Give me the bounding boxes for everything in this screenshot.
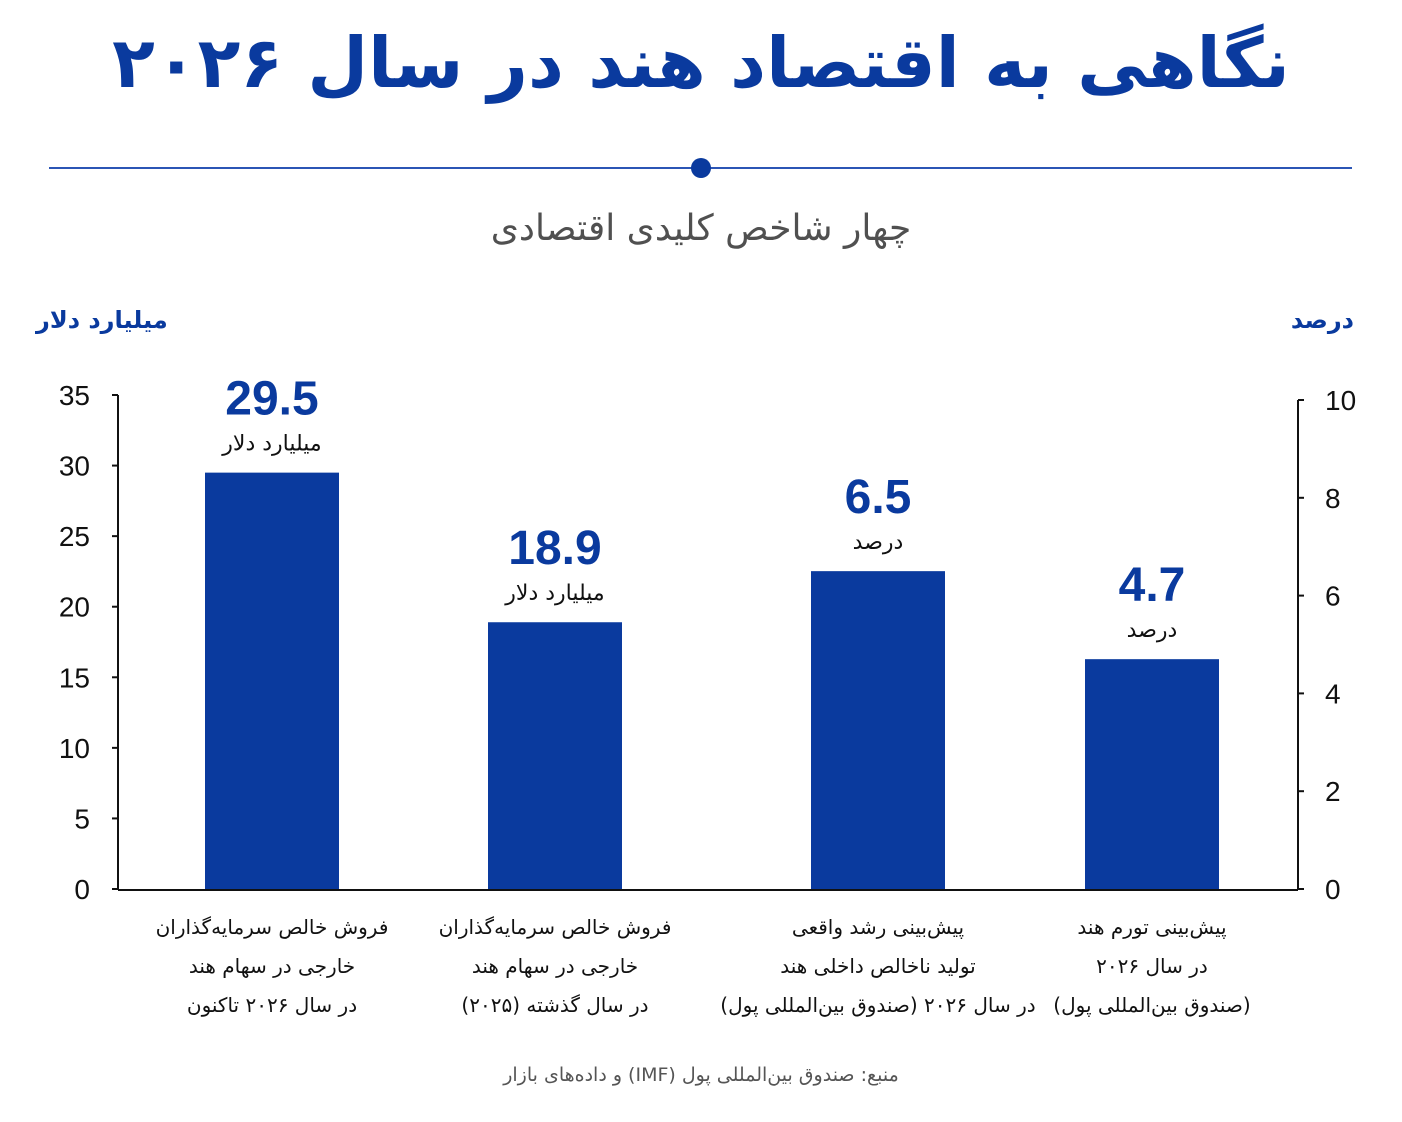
category-label: فروش خالص سرمایه‌گذاران bbox=[439, 915, 672, 939]
bar-value-label: 4.7 bbox=[1119, 559, 1186, 612]
bar-value-label: 18.9 bbox=[508, 522, 601, 575]
chart-title: نگاهی به اقتصاد هند در سال ۲۰۲۶ bbox=[112, 22, 1290, 104]
category-label: در سال ۲۰۲۶ تاکنون bbox=[187, 993, 357, 1017]
left-axis-unit: میلیارد دلار bbox=[36, 306, 168, 334]
category-label: خارجی در سهام هند bbox=[189, 954, 355, 978]
right-tick-label: 6 bbox=[1325, 581, 1341, 612]
left-tick-label: 15 bbox=[59, 662, 90, 693]
right-tick-label: 4 bbox=[1325, 678, 1341, 709]
divider-dot bbox=[691, 158, 711, 178]
bar-unit-label: میلیارد دلار bbox=[504, 581, 604, 606]
right-tick-label: 2 bbox=[1325, 776, 1341, 807]
left-tick-label: 35 bbox=[59, 380, 90, 411]
source-note: منبع: صندوق بین‌المللی پول (IMF) و داده‌… bbox=[503, 1064, 899, 1086]
left-tick-label: 25 bbox=[59, 521, 90, 552]
bar bbox=[205, 472, 339, 889]
category-label: پیش‌بینی رشد واقعی bbox=[792, 915, 964, 940]
category-label: (صندوق بین‌المللی پول) bbox=[1053, 993, 1250, 1018]
bar bbox=[1085, 659, 1219, 889]
category-label: خارجی در سهام هند bbox=[472, 954, 638, 978]
right-tick-label: 0 bbox=[1325, 874, 1341, 905]
chart-subtitle: چهار شاخص کلیدی اقتصادی bbox=[490, 208, 912, 249]
bar bbox=[811, 571, 945, 889]
right-tick-label: 10 bbox=[1325, 385, 1356, 416]
bar-unit-label: درصد bbox=[853, 530, 904, 555]
category-label: پیش‌بینی تورم هند bbox=[1077, 915, 1226, 940]
bar-value-label: 6.5 bbox=[845, 471, 912, 524]
left-tick-label: 20 bbox=[59, 592, 90, 623]
left-tick-label: 5 bbox=[74, 803, 90, 834]
category-label: در سال ۲۰۲۶ (صندوق بین‌المللی پول) bbox=[720, 993, 1035, 1018]
bar bbox=[488, 622, 622, 889]
category-label: فروش خالص سرمایه‌گذاران bbox=[156, 915, 389, 939]
left-tick-label: 30 bbox=[59, 451, 90, 482]
category-label: تولید ناخالص داخلی هند bbox=[780, 954, 976, 978]
bar-unit-label: میلیارد دلار bbox=[221, 432, 321, 457]
category-label: در سال گذشته (۲۰۲۵) bbox=[461, 993, 648, 1017]
category-label: در سال ۲۰۲۶ bbox=[1096, 954, 1208, 978]
left-tick-label: 10 bbox=[59, 733, 90, 764]
right-axis-unit: درصد bbox=[1290, 306, 1354, 334]
bar-unit-label: درصد bbox=[1127, 618, 1178, 643]
bar-value-label: 29.5 bbox=[225, 373, 318, 426]
left-tick-label: 0 bbox=[74, 874, 90, 905]
right-tick-label: 8 bbox=[1325, 483, 1341, 514]
